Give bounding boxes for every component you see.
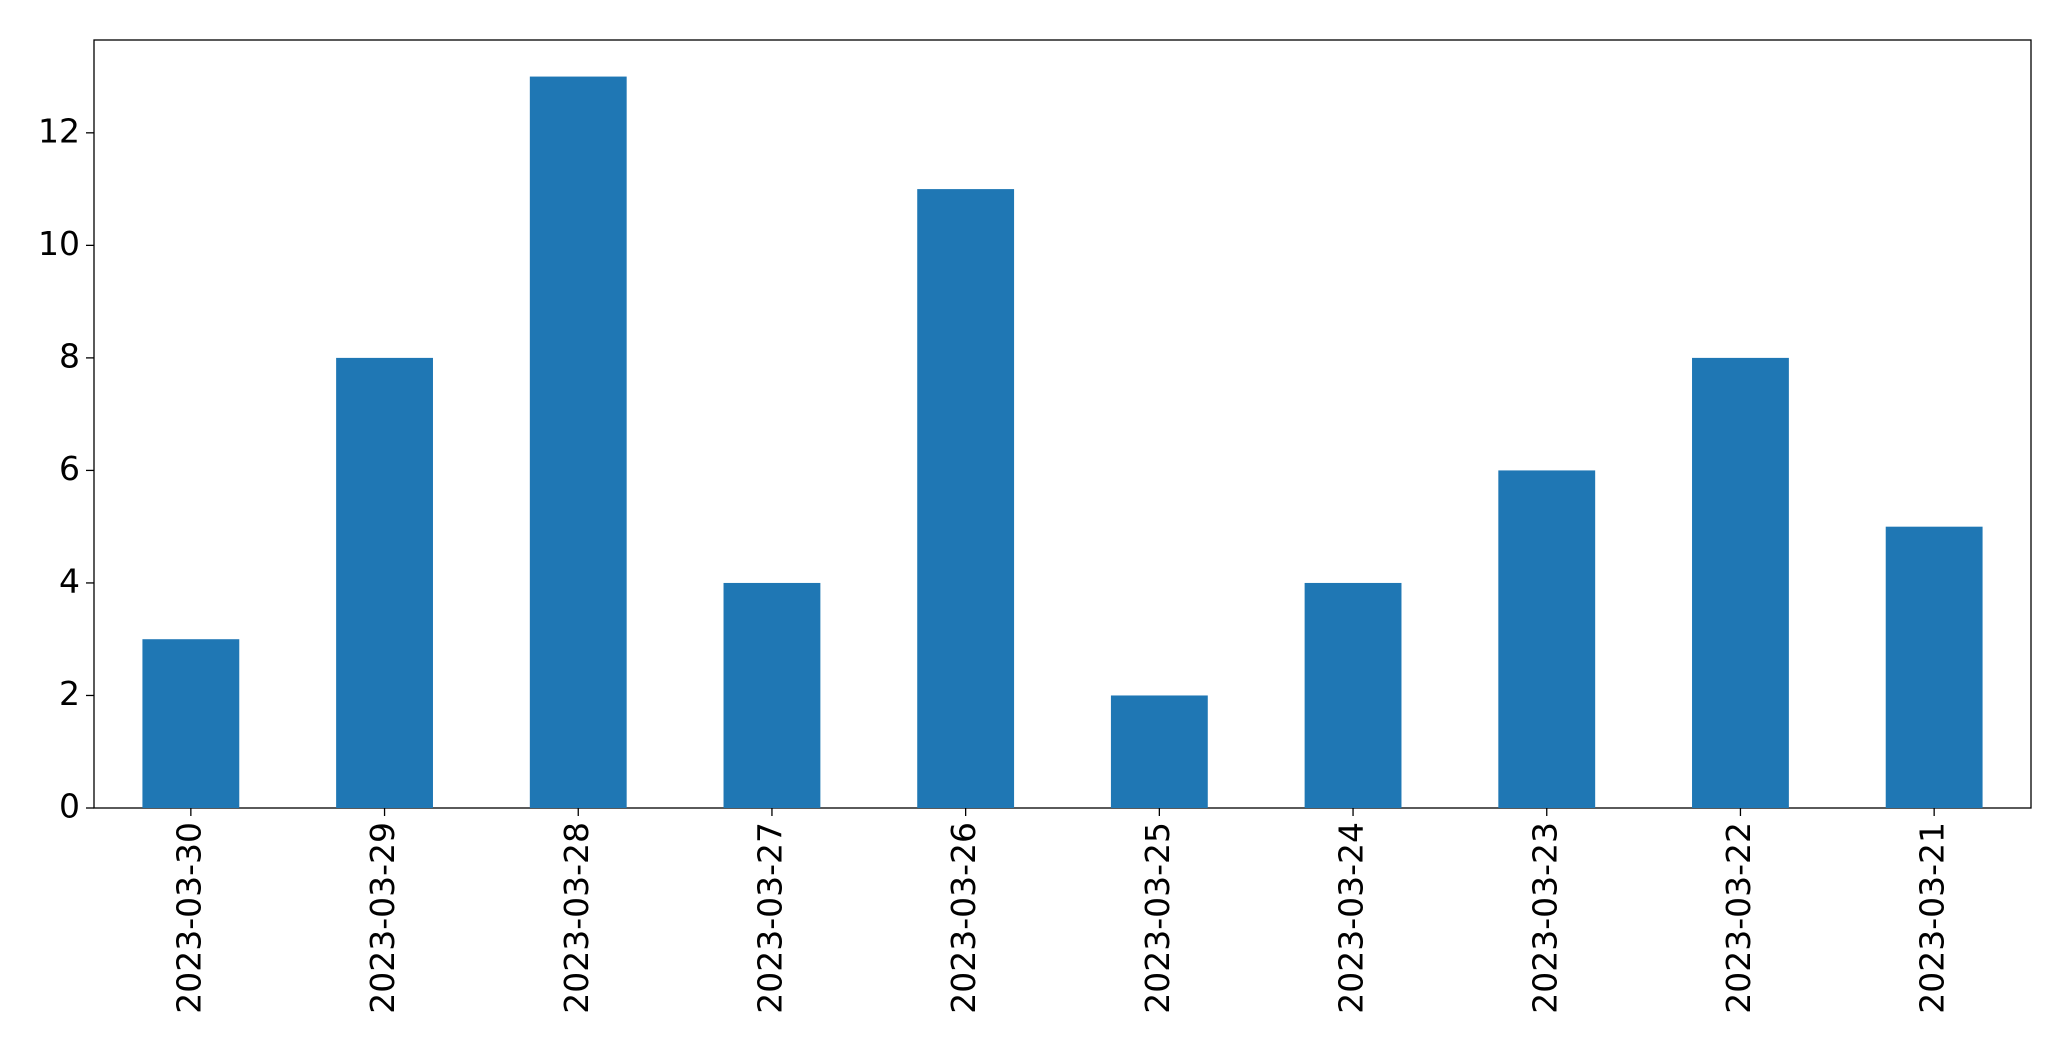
bar <box>1692 357 1789 808</box>
x-tick-label: 2023-03-26 <box>944 822 983 1014</box>
y-tick-label: 10 <box>38 224 80 263</box>
x-tick-label: 2023-03-27 <box>750 822 789 1014</box>
bar <box>1110 695 1208 808</box>
x-tick-label: 2023-03-29 <box>363 822 402 1014</box>
x-tick-label: 2023-03-24 <box>1332 822 1371 1014</box>
x-tick-label: 2023-03-23 <box>1525 822 1564 1014</box>
bar <box>142 639 240 808</box>
y-tick-label: 0 <box>59 787 80 826</box>
x-tick-label: 2023-03-22 <box>1719 822 1758 1014</box>
x-tick-label: 2023-03-25 <box>1138 822 1177 1014</box>
y-tick-label: 4 <box>59 561 80 600</box>
x-tick-label: 2023-03-28 <box>557 822 596 1014</box>
bar <box>336 357 433 808</box>
y-tick-label: 12 <box>38 111 80 150</box>
bar <box>723 582 821 808</box>
x-tick-label: 2023-03-30 <box>169 822 208 1014</box>
y-tick-label: 2 <box>59 674 80 713</box>
x-tick-label: 2023-03-21 <box>1913 822 1952 1014</box>
y-tick-label: 6 <box>59 449 80 488</box>
bar <box>1498 470 1596 808</box>
bar <box>529 76 627 809</box>
plot-frame <box>93 39 2032 809</box>
bar <box>917 189 1015 809</box>
bar <box>1304 582 1402 808</box>
bar <box>1885 526 1983 808</box>
y-tick-label: 8 <box>59 336 80 375</box>
